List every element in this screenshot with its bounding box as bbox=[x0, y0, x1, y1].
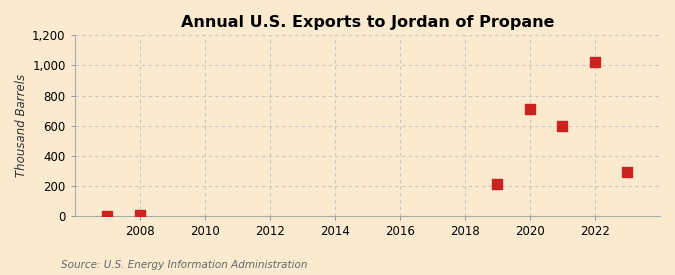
Point bbox=[134, 213, 145, 218]
Text: Source: U.S. Energy Information Administration: Source: U.S. Energy Information Administ… bbox=[61, 260, 307, 270]
Point bbox=[102, 213, 113, 218]
Point bbox=[557, 123, 568, 128]
Point bbox=[589, 60, 600, 65]
Title: Annual U.S. Exports to Jordan of Propane: Annual U.S. Exports to Jordan of Propane bbox=[181, 15, 554, 30]
Point bbox=[524, 107, 535, 111]
Y-axis label: Thousand Barrels: Thousand Barrels bbox=[15, 74, 28, 177]
Point bbox=[492, 182, 503, 186]
Point bbox=[622, 170, 633, 175]
